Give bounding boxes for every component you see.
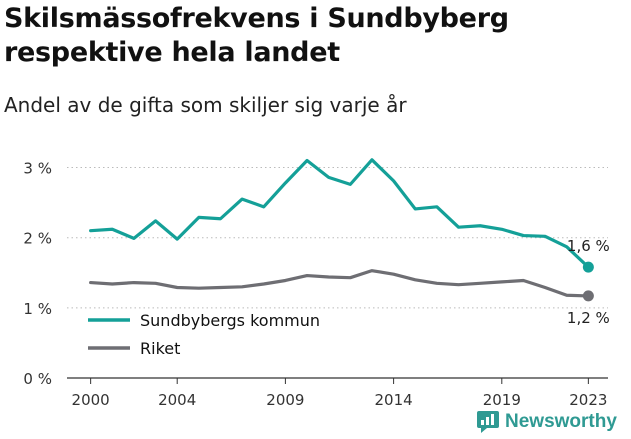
x-tick-label: 2009 bbox=[266, 391, 304, 409]
x-tick-label: 2023 bbox=[569, 391, 607, 409]
series-end-point bbox=[582, 290, 594, 302]
legend-label: Riket bbox=[140, 339, 180, 358]
legend-label: Sundbybergs kommun bbox=[140, 311, 320, 330]
x-tick-label: 2000 bbox=[72, 391, 110, 409]
end-value-label: 1,6 % bbox=[567, 237, 610, 255]
series-line-sundbyberg bbox=[89, 158, 590, 269]
series-end-point bbox=[582, 261, 594, 273]
x-tick-label: 2019 bbox=[483, 391, 521, 409]
newsworthy-icon bbox=[477, 411, 499, 433]
x-tick-label: 2004 bbox=[158, 391, 196, 409]
y-tick-label: 1 % bbox=[23, 300, 52, 318]
y-tick-label: 3 % bbox=[23, 160, 52, 178]
y-tick-label: 2 % bbox=[23, 230, 52, 248]
chart-title: Skilsmässofrekvens i Sundbyberg respekti… bbox=[4, 3, 509, 68]
chart-subtitle: Andel av de gifta som skiljer sig varje … bbox=[4, 93, 407, 117]
y-tick-label: 0 % bbox=[23, 370, 52, 388]
end-value-label: 1,2 % bbox=[567, 309, 610, 327]
x-tick-label: 2014 bbox=[375, 391, 413, 409]
newsworthy-logo: Newsworthy bbox=[476, 410, 617, 434]
series-line-riket bbox=[89, 269, 590, 298]
brand-name: Newsworthy bbox=[505, 411, 617, 432]
